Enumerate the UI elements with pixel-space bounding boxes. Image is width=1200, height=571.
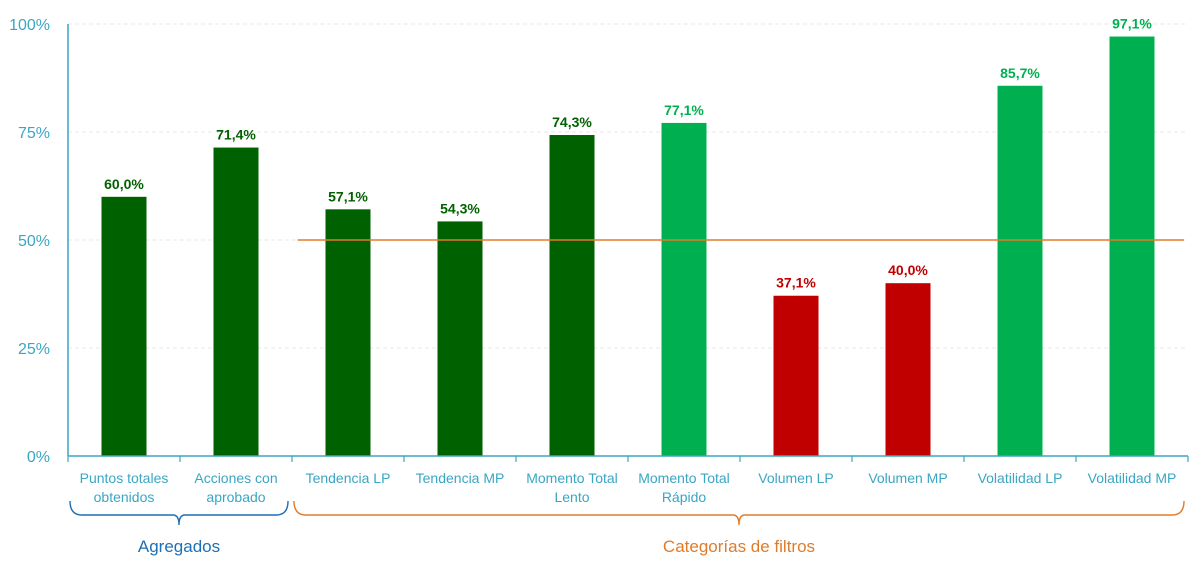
- data-label: 54,3%: [440, 200, 480, 216]
- data-label: 40,0%: [888, 262, 928, 278]
- data-label: 74,3%: [552, 114, 592, 130]
- x-tick-label: Volumen LP: [758, 470, 834, 486]
- data-label: 85,7%: [1000, 65, 1040, 81]
- data-label: 77,1%: [664, 102, 704, 118]
- x-tick-label: Tendencia LP: [306, 470, 391, 486]
- data-labels: 60,0% 71,4% 57,1% 54,3% 74,3% 77,1% 37,1% 40,0%…: [104, 16, 1152, 291]
- bar: [885, 283, 931, 456]
- x-tick-label: obtenidos: [94, 489, 155, 505]
- x-tick-label: Lento: [554, 489, 589, 505]
- x-tick-label: Acciones con: [194, 470, 277, 486]
- data-label: 37,1%: [776, 275, 816, 291]
- x-tick-label: Volatilidad LP: [978, 470, 1063, 486]
- data-label: 71,4%: [216, 127, 256, 143]
- x-tick-label: Momento Total: [638, 470, 730, 486]
- bars: [101, 36, 1155, 457]
- group-bracket: [69, 500, 289, 526]
- data-label: 97,1%: [1112, 16, 1152, 32]
- group-label: Agregados: [138, 537, 220, 556]
- bar: [773, 295, 819, 456]
- bar: [101, 196, 147, 457]
- y-tick-label: 0%: [27, 449, 50, 466]
- bar: [1109, 36, 1155, 456]
- bar: [661, 122, 707, 456]
- group-bracket: [293, 500, 1185, 526]
- x-tick-label: Tendencia MP: [416, 470, 505, 486]
- x-tick-label: aprobado: [206, 489, 265, 505]
- y-tick-label: 100%: [9, 17, 50, 34]
- bar: [437, 221, 483, 456]
- bar: [997, 85, 1043, 456]
- axes: [67, 24, 1189, 462]
- y-axis-ticks: 0% 25% 50% 75% 100%: [9, 17, 50, 466]
- bar: [325, 209, 371, 456]
- x-axis-ticks: Puntos totales obtenidos Acciones con aprob…: [80, 470, 1177, 505]
- data-label: 60,0%: [104, 176, 144, 192]
- x-tick-label: Volatilidad MP: [1088, 470, 1177, 486]
- x-tick-label: Volumen MP: [868, 470, 947, 486]
- y-tick-label: 25%: [18, 341, 50, 358]
- bar: [549, 135, 595, 457]
- x-tick-label: Puntos totales: [80, 470, 169, 486]
- group-label: Categorías de filtros: [663, 537, 815, 556]
- data-label: 57,1%: [328, 188, 368, 204]
- y-tick-label: 75%: [18, 125, 50, 142]
- group-brackets: Agregados Categorías de filtros: [69, 500, 1185, 556]
- bar: [213, 147, 259, 456]
- y-tick-label: 50%: [18, 233, 50, 250]
- x-tick-label: Rápido: [662, 489, 707, 505]
- x-tick-label: Momento Total: [526, 470, 618, 486]
